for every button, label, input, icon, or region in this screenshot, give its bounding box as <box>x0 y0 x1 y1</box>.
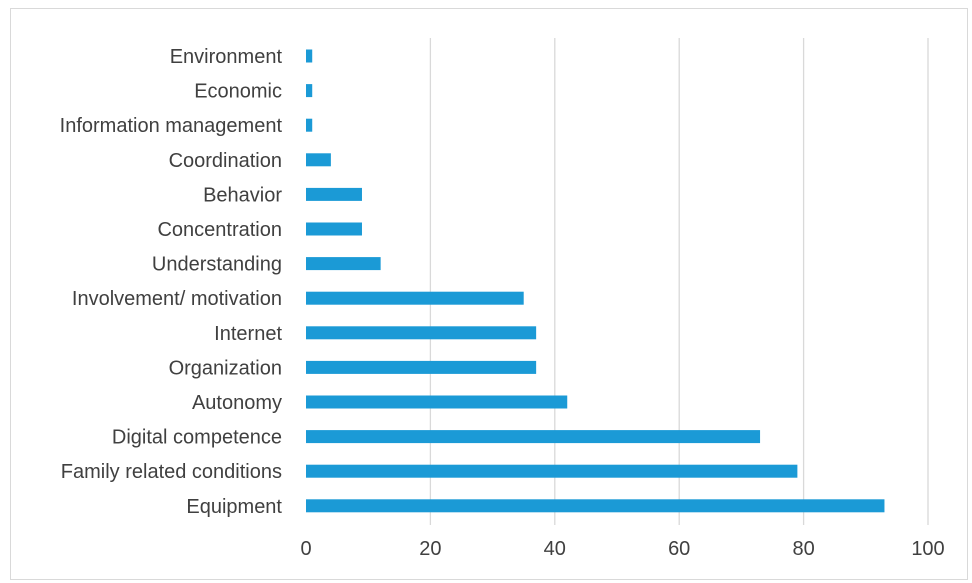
category-labels: Environment Economic Information managemen… <box>60 46 283 518</box>
bars <box>306 49 885 513</box>
category-label: Concentration <box>157 219 282 241</box>
category-label: Coordination <box>169 150 282 172</box>
x-tick-label: 80 <box>792 538 814 560</box>
bar <box>306 84 313 98</box>
bar <box>306 291 524 305</box>
bar <box>306 395 568 409</box>
category-label: Digital competence <box>112 427 282 449</box>
category-label: Family related conditions <box>61 461 282 483</box>
x-tick-label: 20 <box>419 538 441 560</box>
bar <box>306 430 761 444</box>
bar <box>306 187 362 201</box>
bar <box>306 153 331 167</box>
category-label: Autonomy <box>192 392 282 414</box>
category-label: Internet <box>214 323 282 345</box>
bar <box>306 222 362 236</box>
x-tick-label: 100 <box>911 538 944 560</box>
x-tick-label: 0 <box>300 538 311 560</box>
bar <box>306 464 798 478</box>
bar <box>306 257 381 271</box>
bar <box>306 118 313 132</box>
x-tick-label: 60 <box>668 538 690 560</box>
category-label: Involvement/ motivation <box>72 288 282 310</box>
gridlines <box>429 38 929 525</box>
bar <box>306 360 537 374</box>
category-label: Organization <box>169 357 282 379</box>
category-label: Understanding <box>152 254 282 276</box>
category-label: Environment <box>170 46 283 68</box>
category-label: Information management <box>60 115 283 137</box>
bar <box>306 49 313 63</box>
category-label: Behavior <box>203 184 282 206</box>
bar <box>306 326 537 340</box>
x-tick-label: 40 <box>544 538 566 560</box>
category-label: Economic <box>194 81 282 103</box>
bar <box>306 499 885 513</box>
category-label: Equipment <box>186 496 282 518</box>
x-axis-tick-labels: 0 20 40 60 80 100 <box>300 538 944 560</box>
